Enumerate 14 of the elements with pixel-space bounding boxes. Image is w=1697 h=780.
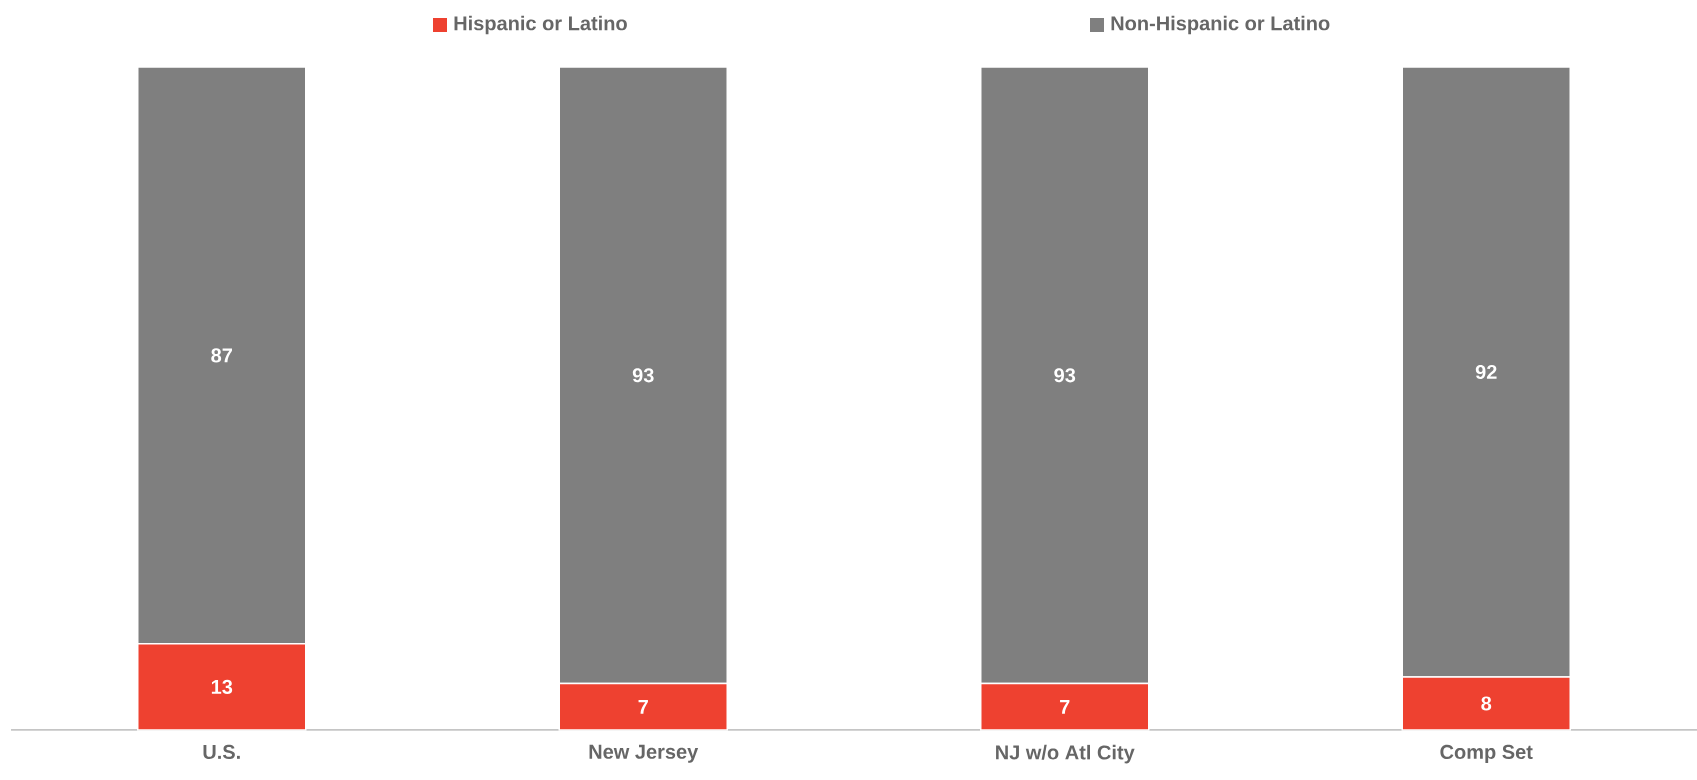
data-label: 8 <box>1481 696 1492 711</box>
x-tick-label: NJ w/o Atl City <box>996 744 1135 764</box>
x-tick-label: New Jersey <box>589 744 699 763</box>
data-label: 7 <box>638 699 648 714</box>
legend-label: Non-Hispanic or Latino <box>1111 15 1330 35</box>
data-label: 7 <box>1060 699 1070 714</box>
data-label: 13 <box>211 679 233 694</box>
legend-label: Hispanic or Latino <box>454 15 627 35</box>
x-tick-label: U.S. <box>203 744 240 760</box>
data-label: 92 <box>1475 364 1497 380</box>
data-label: 93 <box>1054 368 1076 383</box>
data-label: 93 <box>632 368 654 383</box>
x-tick-label: Comp Set <box>1440 744 1533 763</box>
data-label: 87 <box>211 348 232 363</box>
